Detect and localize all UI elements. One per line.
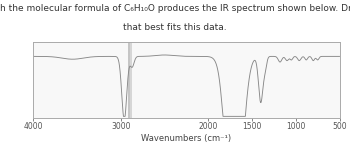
Bar bbox=[128, 42, 131, 118]
Bar bbox=[131, 42, 132, 118]
Text: that best fits this data.: that best fits this data. bbox=[123, 23, 227, 32]
X-axis label: Wavenumbers (cm⁻¹): Wavenumbers (cm⁻¹) bbox=[141, 134, 231, 143]
Text: A molecule with the molecular formula of C₆H₁₀O produces the IR spectrum shown b: A molecule with the molecular formula of… bbox=[0, 4, 350, 13]
